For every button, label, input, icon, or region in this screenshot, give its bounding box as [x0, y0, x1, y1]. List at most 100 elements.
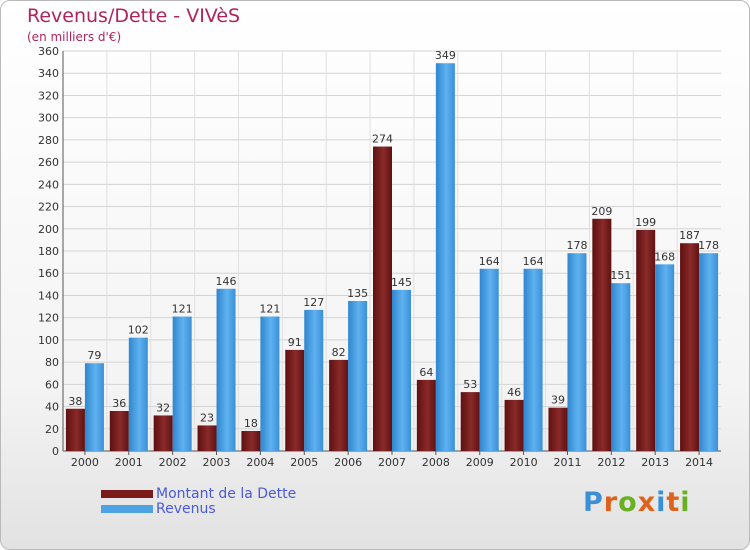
y-tick-label: 80: [45, 356, 59, 369]
logo-letter: t: [666, 487, 681, 518]
y-tick-label: 240: [38, 178, 59, 191]
bar-debt: [416, 379, 436, 451]
data-label: 82: [332, 346, 346, 359]
bar-revenue: [611, 283, 631, 451]
logo-letter: x: [637, 487, 657, 518]
bar-debt: [548, 407, 568, 451]
bar-debt: [592, 218, 612, 451]
bar-revenue: [392, 289, 411, 451]
y-tick-label: 20: [45, 423, 59, 436]
legend-swatch-debt: [101, 490, 153, 498]
y-tick-label: 220: [38, 201, 59, 214]
x-tick-label: 2007: [378, 456, 406, 469]
data-label: 38: [68, 395, 82, 408]
data-label: 164: [479, 255, 500, 268]
y-tick-label: 160: [38, 267, 59, 280]
y-tick-label: 320: [38, 89, 59, 102]
logo-letter: P: [583, 487, 604, 518]
legend-swatch-revenue: [101, 505, 153, 513]
logo-letter: r: [603, 487, 619, 518]
data-label: 145: [391, 276, 412, 289]
data-label: 18: [244, 417, 258, 430]
data-label: 187: [679, 229, 700, 242]
data-label: 199: [635, 216, 656, 229]
x-tick-label: 2002: [159, 456, 187, 469]
data-label: 91: [288, 336, 302, 349]
bar-debt: [153, 415, 173, 451]
bar-revenue: [523, 268, 543, 451]
bar-debt: [109, 411, 129, 451]
bar-debt: [504, 399, 524, 451]
data-label: 127: [303, 296, 324, 309]
data-label: 23: [200, 411, 214, 424]
bar-revenue: [216, 288, 236, 451]
y-tick-label: 340: [38, 67, 59, 80]
bar-revenue: [435, 63, 455, 451]
data-label: 164: [523, 255, 544, 268]
data-label: 274: [372, 133, 393, 146]
data-label: 151: [610, 269, 631, 282]
bar-debt: [241, 431, 261, 451]
legend-label-revenue: Revenus: [156, 501, 216, 517]
bar-debt: [373, 146, 392, 452]
bar-revenue: [304, 309, 324, 451]
bar-revenue: [128, 337, 148, 451]
y-tick-label: 360: [38, 45, 59, 58]
x-tick-label: 2006: [334, 456, 362, 469]
bar-revenue: [479, 268, 499, 451]
data-label: 121: [172, 303, 193, 316]
x-tick-label: 2010: [510, 456, 538, 469]
proxiti-logo: Proxiti: [583, 487, 691, 518]
y-tick-label: 60: [45, 378, 59, 391]
bar-revenue: [699, 253, 719, 451]
bar-revenue: [260, 316, 280, 451]
bar-debt: [285, 349, 305, 451]
bar-revenue: [172, 316, 192, 451]
y-tick-label: 0: [52, 445, 59, 458]
y-tick-label: 300: [38, 112, 59, 125]
data-label: 64: [419, 366, 433, 379]
data-label: 146: [216, 275, 237, 288]
data-label: 135: [347, 287, 368, 300]
logo-letter: i: [680, 487, 691, 518]
data-label: 46: [507, 386, 521, 399]
data-label: 209: [591, 205, 612, 218]
data-label: 178: [566, 239, 587, 252]
x-tick-label: 2003: [203, 456, 231, 469]
bar-debt: [197, 425, 217, 451]
x-tick-label: 2008: [422, 456, 450, 469]
y-tick-label: 280: [38, 134, 59, 147]
bar-revenue: [84, 363, 104, 451]
bar-revenue: [655, 264, 675, 451]
chart-title: Revenus/Dette - VIVèS: [27, 5, 241, 27]
x-tick-label: 2012: [597, 456, 625, 469]
bar-debt: [680, 243, 700, 451]
data-label: 121: [259, 303, 280, 316]
chart-subtitle: (en milliers d'€): [27, 30, 122, 44]
x-tick-label: 2014: [685, 456, 713, 469]
data-label: 32: [156, 401, 170, 414]
bar-debt: [329, 359, 349, 451]
logo-letter: i: [656, 487, 667, 518]
data-label: 79: [87, 349, 101, 362]
bar-revenue: [348, 301, 368, 451]
bar-debt: [636, 229, 656, 451]
bar-debt: [460, 392, 480, 451]
data-label: 53: [463, 378, 477, 391]
x-tick-label: 2011: [553, 456, 581, 469]
x-tick-label: 2000: [71, 456, 99, 469]
x-tick-label: 2013: [641, 456, 669, 469]
y-tick-label: 140: [38, 289, 59, 302]
legend-label-debt: Montant de la Dette: [156, 486, 297, 502]
x-tick-label: 2005: [290, 456, 318, 469]
bar-revenue: [567, 253, 587, 451]
x-tick-label: 2004: [246, 456, 274, 469]
logo-letter: o: [618, 487, 638, 518]
bar-debt: [65, 408, 85, 451]
data-label: 36: [112, 397, 126, 410]
data-label: 168: [654, 250, 675, 263]
y-tick-label: 260: [38, 156, 59, 169]
y-tick-label: 100: [38, 334, 59, 347]
